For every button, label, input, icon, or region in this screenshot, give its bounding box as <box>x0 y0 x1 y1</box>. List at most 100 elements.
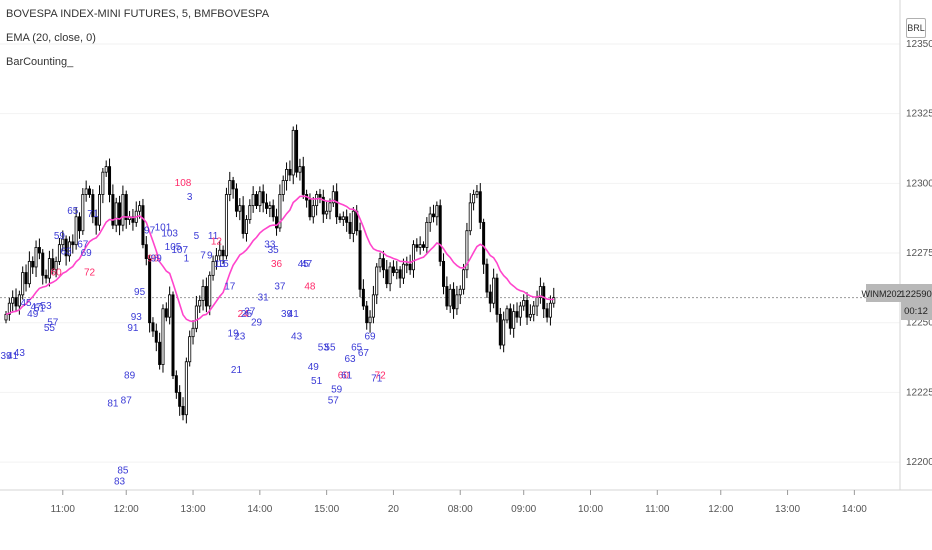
price-axis[interactable]: 122000 122250 122500 122750 123000 123250 1235… <box>906 39 932 468</box>
bar-count-label: 37 <box>274 281 286 292</box>
bar-count-label: 81 <box>107 398 119 409</box>
bar-count-label: 103 <box>161 228 178 239</box>
candle-up <box>61 238 65 246</box>
candle-up <box>351 210 355 234</box>
candle-down <box>254 194 258 207</box>
bar-count-label: 29 <box>251 318 263 329</box>
legend-symbol[interactable]: BOVESPA INDEX-MINI FUTURES, 5, BMFBOVESP… <box>6 8 270 20</box>
legend-ema[interactable]: EMA (20, close, 0) <box>6 32 96 44</box>
y-tick-label: 122750 <box>906 248 932 259</box>
bar-count-label: 51 <box>311 376 323 387</box>
bar-count-label: 49 <box>27 309 39 320</box>
candle-up <box>228 180 232 195</box>
bar-count-label: 41 <box>288 309 300 320</box>
bar-count-label: 12 <box>211 237 223 248</box>
candle-down <box>545 308 549 318</box>
bar-count-label: 21 <box>231 365 243 376</box>
candle-down <box>88 188 92 195</box>
bar-count-label: 65 <box>351 343 363 354</box>
candle-down <box>44 274 48 279</box>
candle-up <box>405 263 409 266</box>
bar-count-label: 13 <box>214 259 226 270</box>
candle-up <box>472 194 476 204</box>
candle-down <box>151 322 155 332</box>
candle-down <box>181 405 185 416</box>
bar-count-label: 97 <box>144 226 156 237</box>
candle-up <box>21 272 25 296</box>
candle-up <box>475 191 479 195</box>
candle-up <box>315 194 319 207</box>
candle-down <box>391 266 395 273</box>
bar-count-label: 51 <box>34 304 46 315</box>
bar-count-label: 105 <box>165 242 182 253</box>
bar-count-label: 33 <box>264 239 276 250</box>
candle-down <box>77 216 81 232</box>
candle-up <box>492 277 496 304</box>
candle-down <box>271 205 275 218</box>
currency-badge[interactable]: BRL <box>906 18 926 38</box>
candle-up <box>194 305 198 329</box>
candle-up <box>458 288 462 296</box>
candle-down <box>111 194 115 226</box>
candle-up <box>268 205 272 209</box>
candle-up <box>298 166 302 173</box>
candle-down <box>94 216 98 226</box>
candle-down <box>301 166 305 195</box>
candle-down <box>421 244 425 248</box>
bar-count-label: 71 <box>87 209 99 220</box>
candle-down <box>495 277 499 315</box>
candle-up <box>425 221 429 248</box>
candle-up <box>121 194 125 226</box>
candle-up <box>331 191 335 204</box>
x-tick-label: 14:00 <box>842 504 867 515</box>
candle-down <box>498 313 502 346</box>
candle-up <box>114 202 118 226</box>
candle-down <box>241 205 245 234</box>
candle-down <box>321 196 325 215</box>
candle-up <box>411 244 415 271</box>
candle-up <box>188 336 192 363</box>
candle-up <box>462 269 466 290</box>
candle-down <box>361 288 365 307</box>
candle-down <box>31 260 35 268</box>
bar-count-label: 63 <box>61 246 73 257</box>
candle-down <box>525 300 529 318</box>
candle-up <box>258 191 262 207</box>
candle-down <box>318 194 322 198</box>
candle-up <box>54 260 58 271</box>
bar-count-label: 65 <box>67 206 79 217</box>
candle-up <box>84 188 88 195</box>
bar-count-label: 95 <box>134 287 146 298</box>
legend-indicator[interactable]: BarCounting_ <box>6 56 74 68</box>
candle-up <box>502 319 506 346</box>
candle-up <box>67 241 71 257</box>
bar-count-label: 36 <box>271 259 283 270</box>
candle-up <box>208 274 212 307</box>
x-tick-label: 13:00 <box>181 504 206 515</box>
candle-down <box>141 205 145 246</box>
x-tick-label: 14:00 <box>247 504 272 515</box>
time-axis[interactable]: 11:00 12:00 13:00 14:00 15:00 20 08:00 09:00 10:… <box>51 490 868 515</box>
bar-count-label: 25 <box>241 309 253 320</box>
x-tick-label: 15:00 <box>314 504 339 515</box>
bar-count-label: 43 <box>291 331 303 342</box>
y-tick-label: 122500 <box>906 318 932 329</box>
symbol-label: WINM2021 <box>861 289 906 299</box>
bar-count-label: 85 <box>117 465 129 476</box>
candle-down <box>144 244 148 260</box>
candle-down <box>308 199 312 218</box>
x-tick-label: 11:00 <box>51 504 76 515</box>
candle-up <box>418 244 422 248</box>
x-tick-label: 20 <box>388 504 400 515</box>
candle-up <box>281 180 285 195</box>
x-tick-label: 09:00 <box>511 504 536 515</box>
bar-count-label: 17 <box>224 281 236 292</box>
candle-up <box>251 194 255 207</box>
candle-up <box>278 194 282 229</box>
ema-line <box>5 195 554 323</box>
candle-down <box>432 213 436 218</box>
bar-count-label: 59 <box>54 231 66 242</box>
y-tick-label: 123500 <box>906 39 932 50</box>
candle-up <box>138 205 142 212</box>
